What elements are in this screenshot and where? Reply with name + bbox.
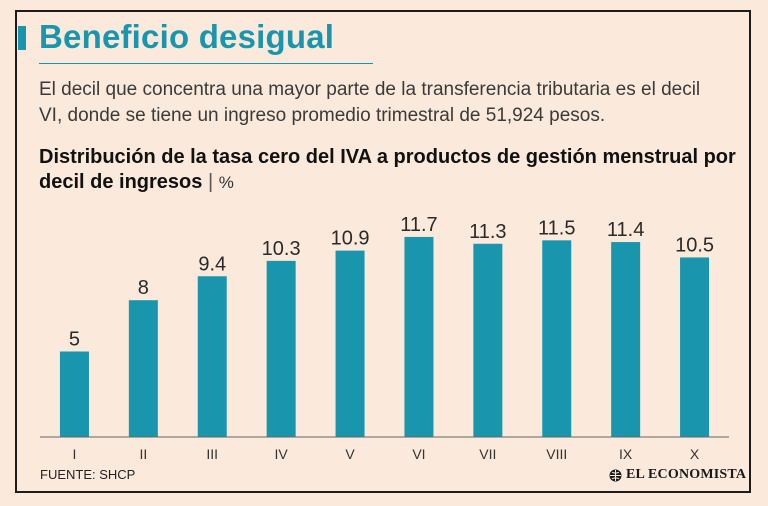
bar: [404, 236, 434, 437]
chart-title-block: Distribución de la tasa cero del IVA a p…: [39, 145, 739, 195]
chart-unit: %: [218, 173, 234, 192]
x-tick-label: III: [206, 446, 218, 462]
title-underline: [39, 63, 373, 64]
chart-title: Distribución de la tasa cero del IVA a p…: [39, 146, 736, 193]
infographic-frame: [15, 10, 751, 493]
bar: [266, 260, 296, 437]
bar: [197, 276, 227, 437]
x-tick-label: V: [345, 446, 355, 462]
source-note: FUENTE: SHCP: [40, 467, 136, 482]
x-tick-label: VI: [412, 446, 425, 462]
x-tick-label: IV: [275, 446, 289, 462]
data-label: 10.9: [331, 228, 370, 250]
brand-name: EL ECONOMISTA: [626, 467, 747, 482]
page-title: Beneficio desigual: [39, 18, 335, 55]
data-label: 5: [69, 329, 80, 351]
chart-unit-separator: |: [207, 171, 214, 193]
x-tick-label: VII: [479, 446, 496, 462]
bar: [611, 242, 641, 437]
data-label: 11.3: [469, 221, 506, 243]
x-tick-label: II: [139, 446, 147, 462]
page-subtitle: El decil que concentra una mayor parte d…: [39, 79, 701, 126]
title-accent-bar: [18, 26, 26, 50]
brand-globe-icon: [609, 469, 622, 481]
data-label: 8: [138, 277, 149, 299]
bar: [335, 250, 365, 437]
data-label: 10.3: [262, 238, 301, 260]
data-label: 10.5: [675, 234, 714, 256]
bar: [128, 300, 158, 437]
data-label: 9.4: [198, 253, 226, 275]
x-tick-label: VIII: [546, 446, 567, 462]
brand-logo: EL ECONOMISTA: [609, 467, 746, 483]
bar: [542, 240, 572, 437]
data-label: 11.5: [538, 217, 575, 239]
bar: [59, 351, 89, 437]
x-tick-label: I: [73, 446, 77, 462]
data-label: 11.7: [400, 214, 437, 236]
x-tick-label: X: [690, 446, 700, 462]
x-tick-label: IX: [619, 446, 633, 462]
data-label: 11.4: [607, 219, 644, 241]
bar: [473, 243, 503, 437]
bar: [680, 257, 710, 437]
